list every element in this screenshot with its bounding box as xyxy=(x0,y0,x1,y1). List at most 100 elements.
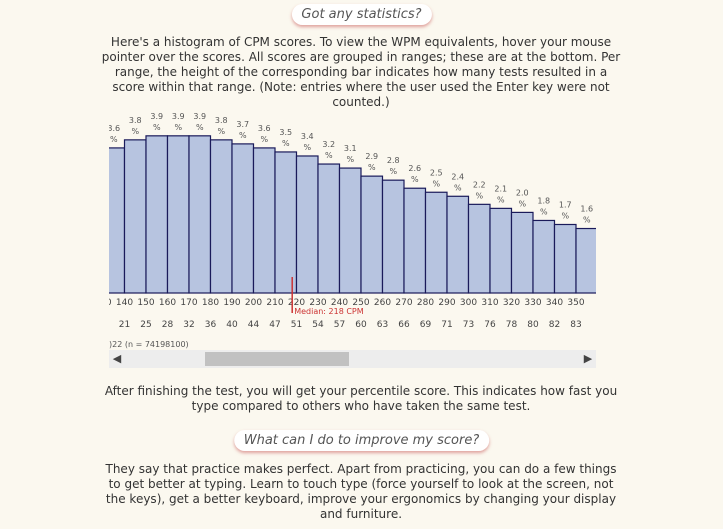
x-tick-label: 310 xyxy=(481,298,498,308)
wpm-tick-label: 25 xyxy=(140,320,151,330)
bar-value-label: 1.8 xyxy=(537,196,550,205)
wpm-tick-label: 80 xyxy=(527,320,539,330)
x-tick-label: 180 xyxy=(202,298,219,308)
wpm-tick-label: 40 xyxy=(226,320,238,330)
bar-percent-label: % xyxy=(454,183,462,192)
histogram-bar xyxy=(532,219,556,294)
bar-percent-label: % xyxy=(282,139,290,148)
histogram-bar xyxy=(231,143,255,294)
bar-value-label: 3.9 xyxy=(150,112,163,121)
wpm-tick-label: 66 xyxy=(398,320,410,330)
wpm-tick-label: 71 xyxy=(441,320,452,330)
scrollbar-thumb[interactable] xyxy=(205,352,349,366)
bar-value-label: 2.5 xyxy=(430,168,443,177)
arrow-left-icon[interactable]: ◀ xyxy=(112,352,122,365)
bar-value-label: 2.0 xyxy=(516,188,529,197)
bar-value-label: 3.7 xyxy=(236,120,249,129)
x-tick-label: 200 xyxy=(245,298,262,308)
histogram-bar xyxy=(145,135,169,294)
histogram-bar xyxy=(553,223,577,294)
histogram-bar xyxy=(467,203,491,294)
bar-percent-label: % xyxy=(389,167,397,176)
x-tick-label: 280 xyxy=(417,298,434,308)
bar-value-label: 3.1 xyxy=(344,144,357,153)
bar-percent-label: % xyxy=(303,143,311,152)
x-tick-label: 300 xyxy=(460,298,477,308)
bar-percent-label: % xyxy=(475,191,483,200)
histogram-bar xyxy=(109,147,126,294)
wpm-tick-label: 73 xyxy=(463,320,474,330)
histogram-bar xyxy=(575,227,596,294)
bar-percent-label: % xyxy=(518,199,526,208)
bar-value-label: 3.6 xyxy=(109,124,120,133)
x-tick-label: 350 xyxy=(567,298,584,308)
bar-percent-label: % xyxy=(561,211,569,220)
x-tick-label: 220 xyxy=(288,298,305,308)
wpm-tick-label: 36 xyxy=(205,320,217,330)
x-tick-label: 290 xyxy=(438,298,455,308)
x-tick-label: 270 xyxy=(395,298,412,308)
wpm-tick-label: 51 xyxy=(291,320,302,330)
bar-value-label: 2.2 xyxy=(473,180,486,189)
bar-value-label: 3.6 xyxy=(258,124,271,133)
histogram-bar xyxy=(166,135,190,294)
bar-percent-label: % xyxy=(239,131,247,140)
x-tick-label: 330 xyxy=(524,298,541,308)
wpm-tick-label: 60 xyxy=(355,320,367,330)
x-tick-label: 130 xyxy=(109,298,112,308)
x-tick-label: 260 xyxy=(374,298,391,308)
bar-percent-label: % xyxy=(411,175,419,184)
bar-percent-label: % xyxy=(497,195,505,204)
bar-value-label: 3.9 xyxy=(172,112,185,121)
statistics-heading: Got any statistics? xyxy=(291,4,432,25)
bar-percent-label: % xyxy=(325,151,333,160)
histogram-intro: Here's a histogram of CPM scores. To vie… xyxy=(101,35,621,109)
wpm-tick-label: 21 xyxy=(119,320,130,330)
wpm-tick-label: 57 xyxy=(334,320,345,330)
wpm-tick-label: 76 xyxy=(484,320,496,330)
sample-size-note: )22 (n = 74198100) xyxy=(109,340,189,349)
bar-percent-label: % xyxy=(540,207,548,216)
bar-value-label: 1.6 xyxy=(580,205,593,214)
bar-percent-label: % xyxy=(217,127,225,136)
histogram-bar xyxy=(123,139,147,294)
bar-percent-label: % xyxy=(196,123,204,132)
bar-value-label: 2.6 xyxy=(408,164,421,173)
wpm-tick-label: 78 xyxy=(506,320,518,330)
wpm-tick-label: 69 xyxy=(420,320,432,330)
wpm-tick-label: 44 xyxy=(248,320,260,330)
wpm-tick-label: 83 xyxy=(570,320,581,330)
bar-value-label: 3.8 xyxy=(129,116,142,125)
bar-value-label: 2.4 xyxy=(451,172,464,181)
histogram-bar xyxy=(252,147,276,294)
histogram-bar xyxy=(403,187,427,294)
histogram-bar xyxy=(424,191,448,294)
median-label: Median: 218 CPM xyxy=(294,307,364,316)
bar-percent-label: % xyxy=(260,135,268,144)
x-tick-label: 240 xyxy=(331,298,348,308)
wpm-tick-label: 54 xyxy=(312,320,324,330)
chart-scrollbar[interactable]: ◀ ▶ xyxy=(109,350,596,368)
histogram-bar xyxy=(381,179,405,294)
x-tick-label: 190 xyxy=(223,298,240,308)
histogram-bar xyxy=(188,135,212,294)
improve-heading: What can I do to improve my score? xyxy=(233,430,490,451)
bar-value-label: 3.4 xyxy=(301,132,314,141)
x-tick-label: 170 xyxy=(180,298,197,308)
wpm-tick-label: 32 xyxy=(183,320,194,330)
bar-value-label: 3.8 xyxy=(215,116,228,125)
histogram-bar xyxy=(274,151,298,294)
bar-percent-label: % xyxy=(583,216,591,225)
bar-value-label: 3.5 xyxy=(279,128,292,137)
x-tick-label: 340 xyxy=(546,298,563,308)
x-tick-label: 150 xyxy=(137,298,154,308)
cpm-histogram: 3.6% 130 3.8% 140 21 3.9% 150 25 3.9% 160 28 3.9% 17… xyxy=(109,112,596,330)
histogram-bar xyxy=(489,207,513,294)
wpm-tick-label: 82 xyxy=(549,320,560,330)
arrow-right-icon[interactable]: ▶ xyxy=(583,352,593,365)
bar-percent-label: % xyxy=(368,163,376,172)
bar-percent-label: % xyxy=(110,135,118,144)
x-tick-label: 250 xyxy=(352,298,369,308)
bar-percent-label: % xyxy=(131,127,139,136)
bar-value-label: 1.7 xyxy=(559,200,572,209)
